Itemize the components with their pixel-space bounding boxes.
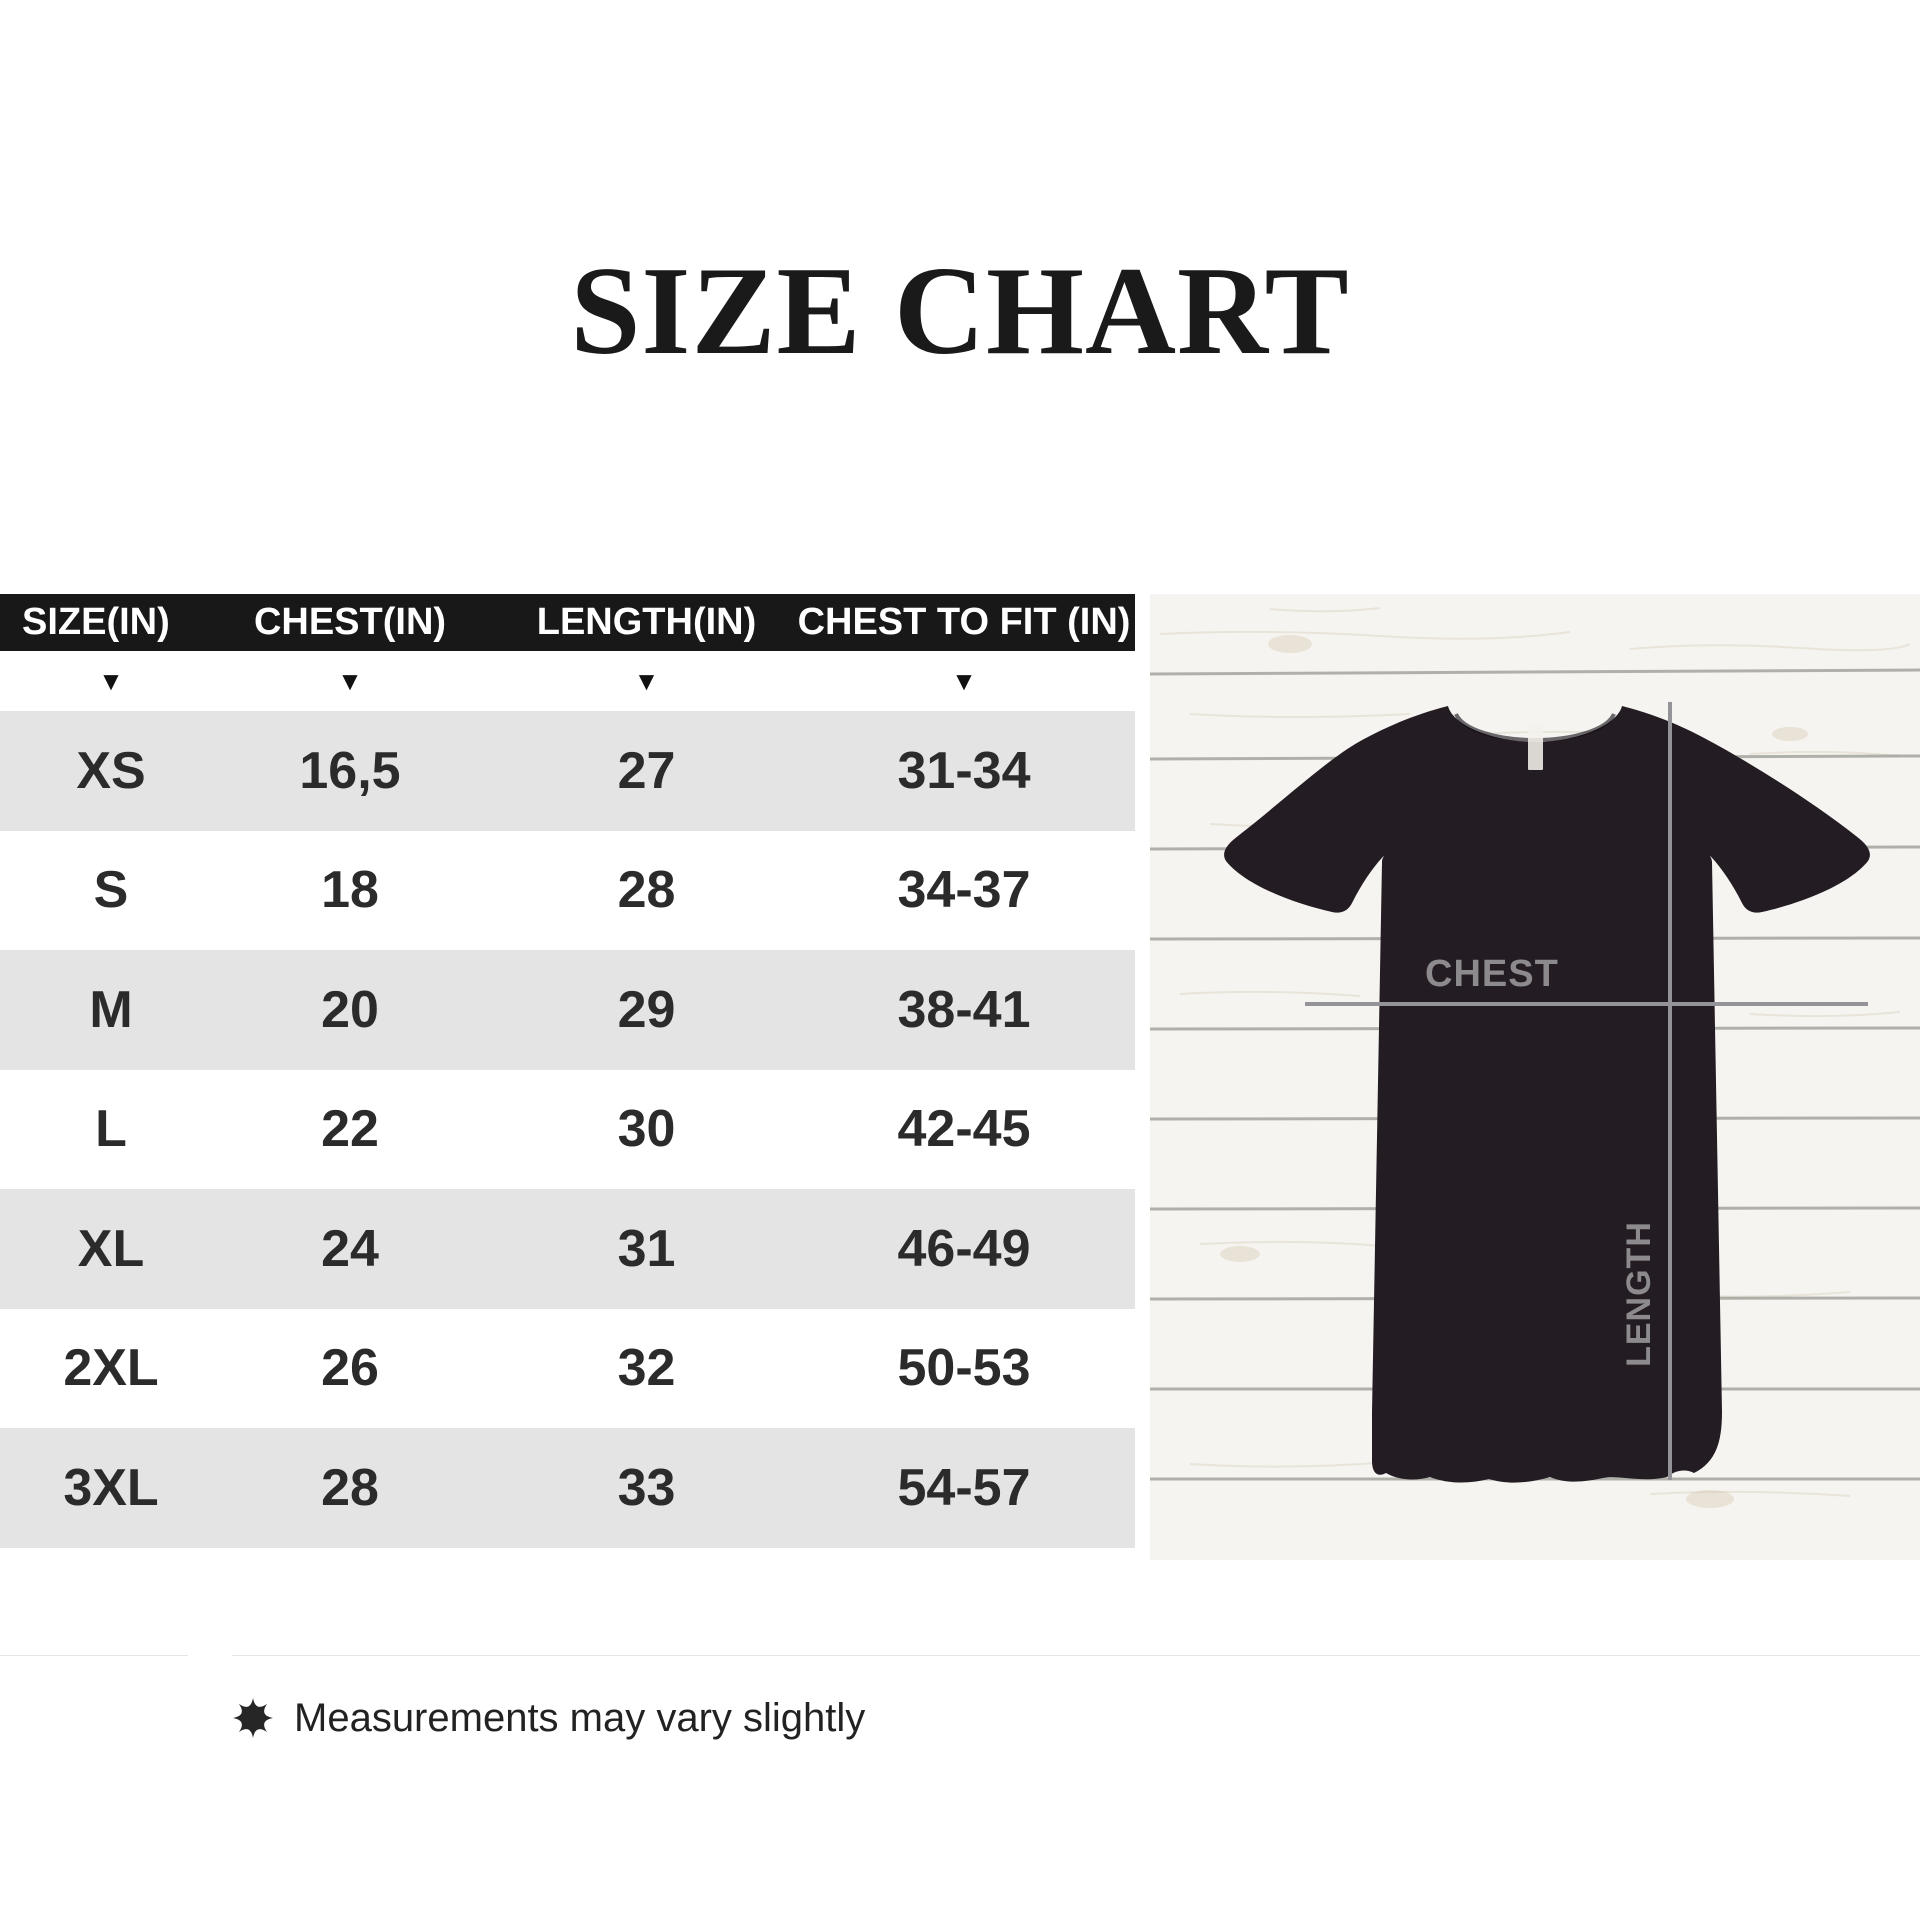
svg-text:CHEST: CHEST — [1425, 953, 1559, 995]
svg-text:LENGTH: LENGTH — [1620, 1221, 1658, 1367]
